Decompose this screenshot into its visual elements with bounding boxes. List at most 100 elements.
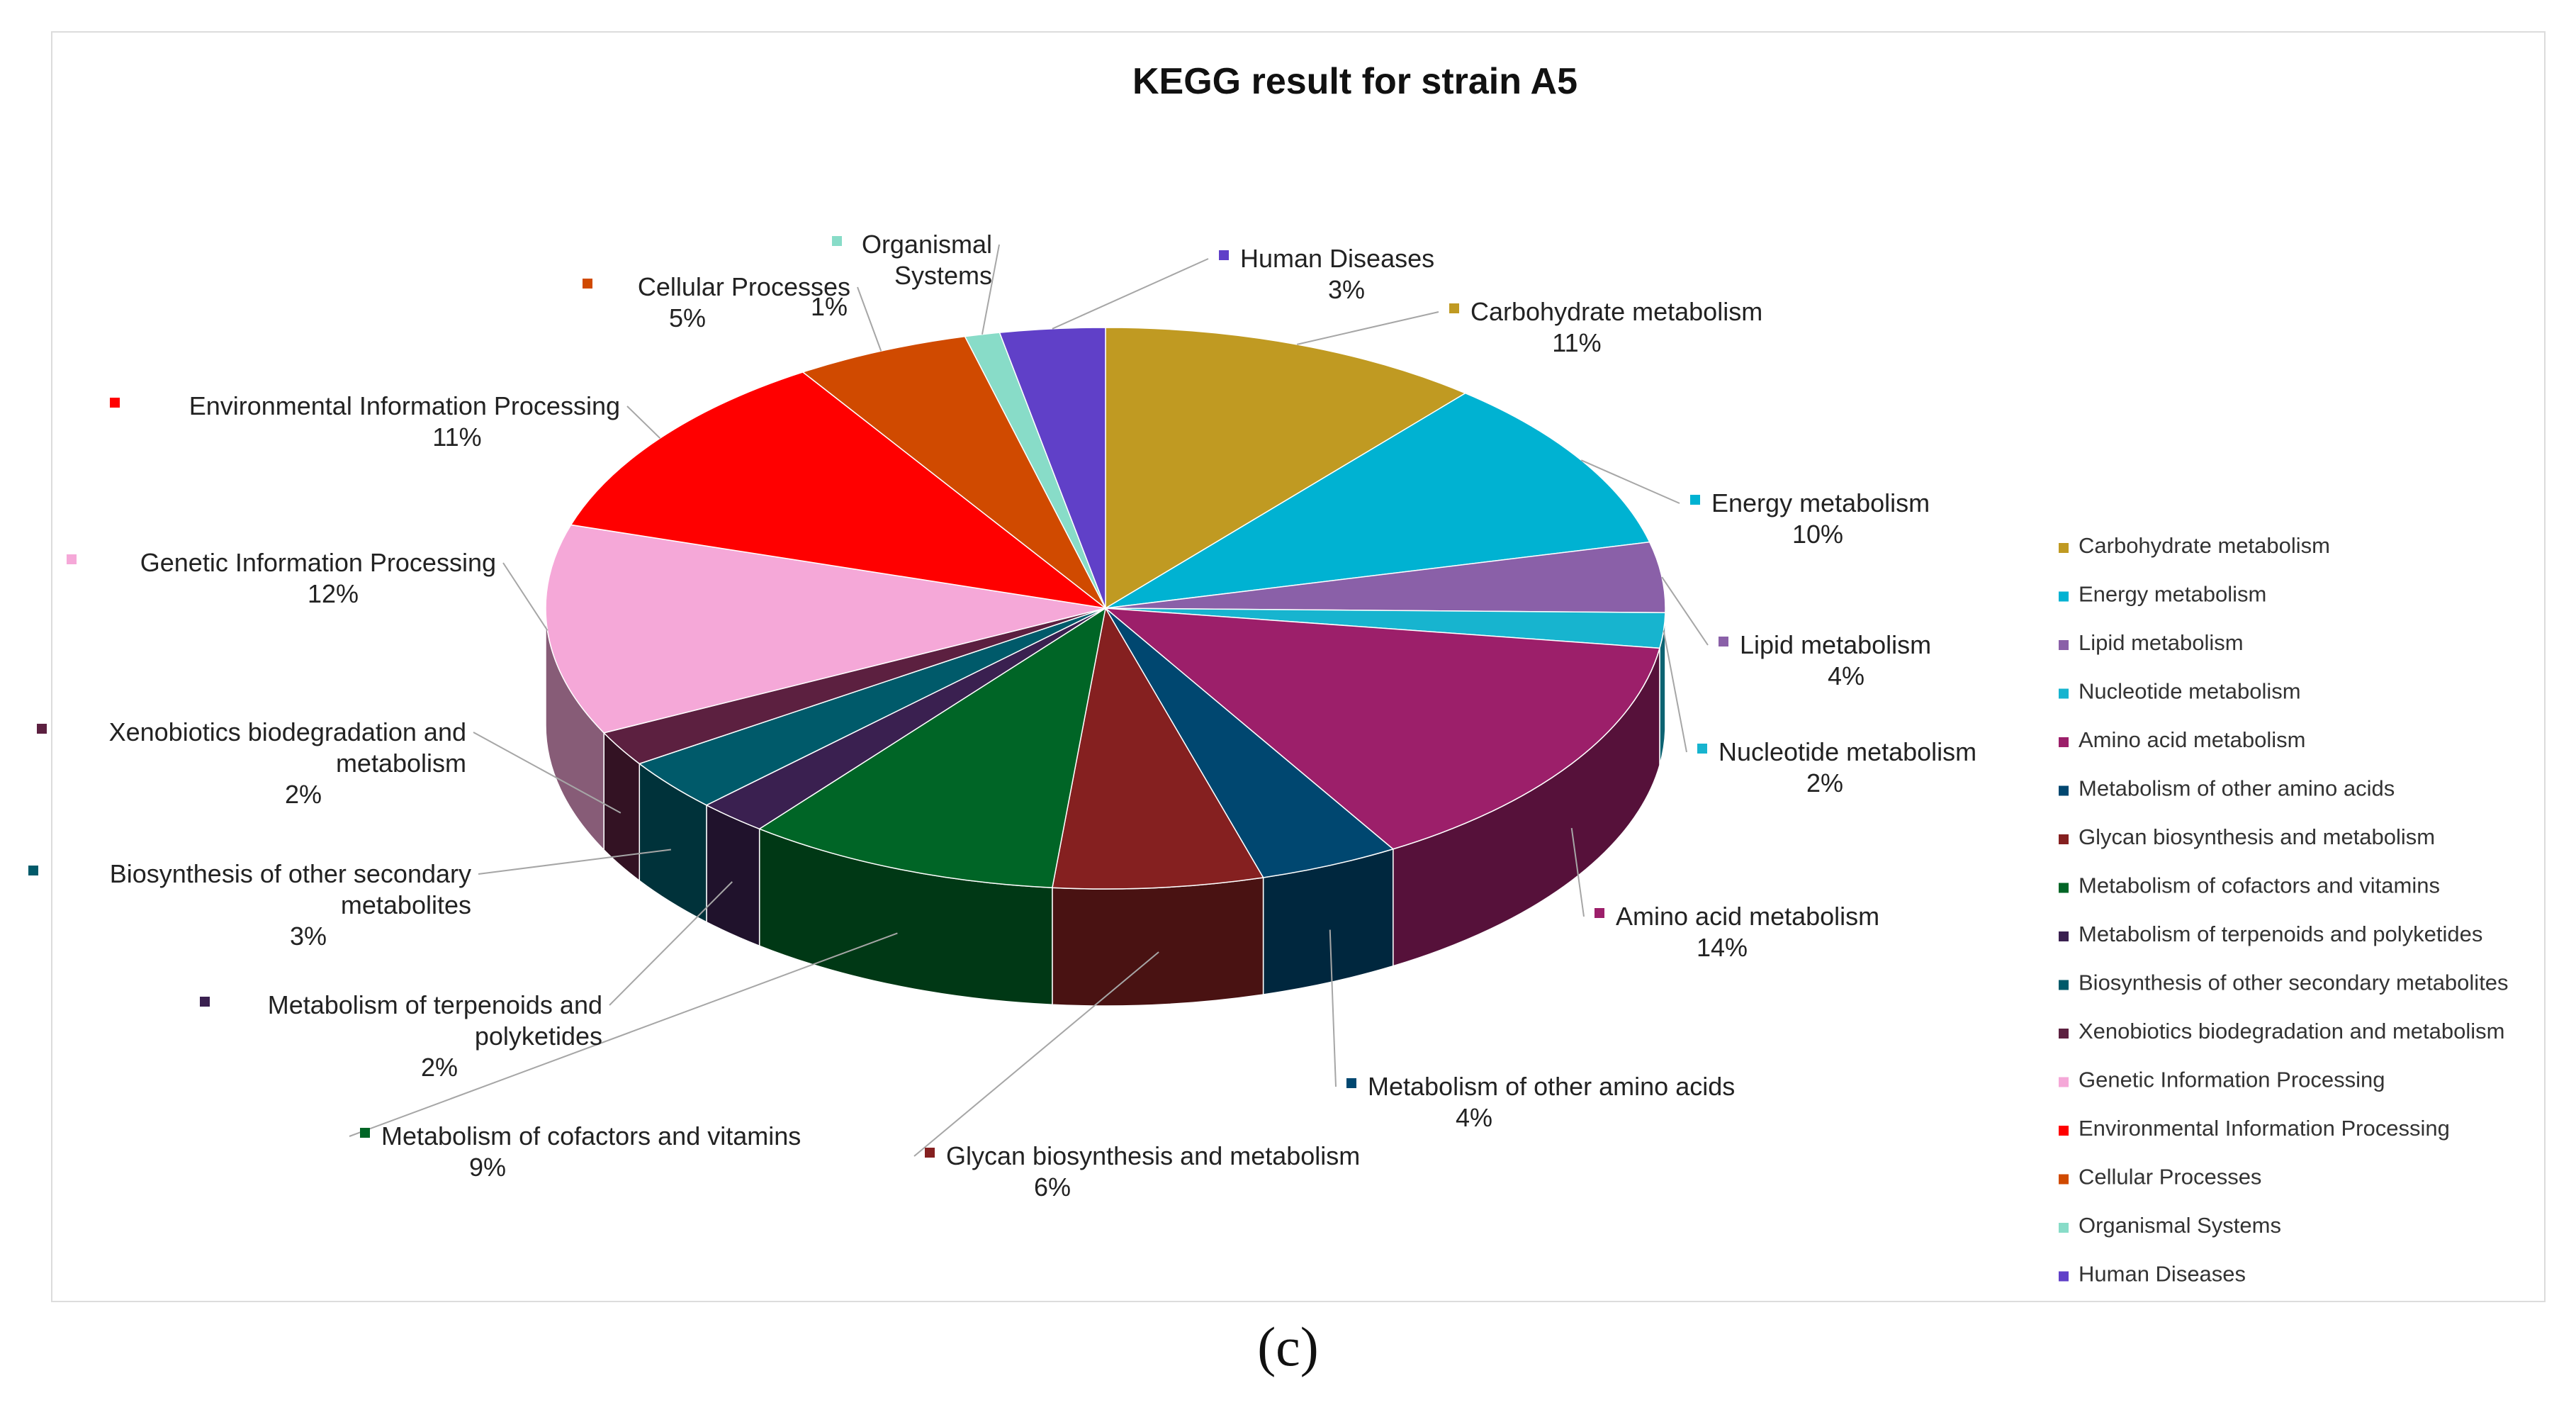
data-label-marker [200,997,210,1007]
data-label-percent: 2% [421,1053,458,1082]
pie-slice-human-diseases [999,327,1106,609]
data-label-text: Organismal [862,230,992,259]
legend-swatch [2059,834,2069,844]
legend-label: Glycan biosynthesis and metabolism [2079,824,2435,849]
data-label-text: Amino acid metabolism [1616,902,1879,931]
pie-slice-energy-metabolism [1105,392,1650,609]
data-label-marker [1697,744,1707,754]
pie-side-glycan-biosynthesis-and-metabolism [1052,877,1264,1007]
legend-label: Nucleotide metabolism [2079,679,2301,704]
legend-item-metabolism-of-cofactors-and-vitamins: Metabolism of cofactors and vitamins [2059,873,2440,898]
legend-item-glycan-biosynthesis-and-metabolism: Glycan biosynthesis and metabolism [2059,824,2435,849]
legend-item-metabolism-of-other-amino-acids: Metabolism of other amino acids [2059,776,2395,801]
leader-line-metabolism-of-cofactors-and-vitamins [349,932,898,1137]
data-label-marker [37,724,47,734]
pie-slice-glycan-biosynthesis-and-metabolism [1052,606,1264,890]
data-label-text: Nucleotide metabolism [1719,737,1976,766]
legend-swatch [2059,1223,2069,1233]
data-label-marker [925,1148,935,1158]
leader-line-cellular-processes [857,286,882,352]
legend-swatch [2059,785,2069,796]
data-label-text: Carbohydrate metabolism [1470,297,1762,326]
pie-top [545,327,1666,890]
data-label-biosynthesis-of-other-secondary-metabolites: Biosynthesis of other secondarymetabolit… [28,859,471,951]
legend-item-human-diseases: Human Diseases [2059,1262,2246,1287]
data-label-text: Biosynthesis of other secondary [110,859,471,888]
leader-lines [349,244,1709,1157]
data-label-marker [28,866,38,875]
pie-slice-cellular-processes [802,335,1106,609]
leader-line-environmental-information-processing [626,405,661,439]
leader-line-carbohydrate-metabolism [1296,311,1439,345]
leader-line-energy-metabolism [1580,459,1680,504]
pie-slice-carbohydrate-metabolism [1105,327,1467,610]
leader-line-human-diseases [1052,258,1209,330]
leader-line-amino-acid-metabolism [1570,827,1585,917]
legend-label: Amino acid metabolism [2079,727,2305,752]
pie-slice-lipid-metabolism [1105,541,1666,614]
legend-swatch [2059,931,2069,941]
legend-swatch [2059,543,2069,553]
data-label-percent: 9% [469,1153,506,1182]
leader-line-biosynthesis-of-other-secondary-metabolites [478,849,671,875]
data-label-percent: 6% [1034,1172,1071,1202]
data-label-percent: 10% [1792,520,1843,549]
data-label-text: Xenobiotics biodegradation and [109,717,466,746]
data-label-marker [1690,495,1700,505]
legend-item-biosynthesis-of-other-secondary-metabolites: Biosynthesis of other secondary metaboli… [2059,970,2509,995]
legend-label: Organismal Systems [2079,1213,2281,1238]
pie-slice-metabolism-of-cofactors-and-vitamins [758,607,1107,888]
legend-swatch [2059,1271,2069,1282]
data-label-percent: 3% [1328,275,1365,304]
legend-swatch [2059,688,2069,699]
data-label-text: Environmental Information Processing [189,391,620,420]
legend-swatch [2059,883,2069,893]
data-label-marker [1219,250,1229,260]
data-label-percent: 12% [308,579,359,608]
data-label-percent: 5% [669,303,706,332]
legend-item-nucleotide-metabolism: Nucleotide metabolism [2059,679,2301,704]
leader-line-xenobiotics-biodegradation-and-metabolism [473,732,621,814]
data-label-percent: 2% [285,780,322,809]
legend-label: Cellular Processes [2079,1165,2261,1190]
legend-label: Human Diseases [2079,1262,2246,1287]
data-label-percent: 11% [432,422,481,452]
legend-item-xenobiotics-biodegradation-and-metabolism: Xenobiotics biodegradation and metabolis… [2059,1019,2504,1043]
leader-line-metabolism-of-terpenoids-and-polyketides [609,881,733,1006]
data-label-text: Glycan biosynthesis and metabolism [946,1141,1360,1170]
data-label-text: Genetic Information Processing [140,548,496,577]
legend-label: Genetic Information Processing [2079,1068,2385,1092]
legend-item-energy-metabolism: Energy metabolism [2059,582,2266,607]
data-label-percent: 3% [290,922,327,951]
data-label-percent: 1% [811,292,848,321]
legend-swatch [2059,1126,2069,1136]
leader-line-organismal-systems [981,244,1000,335]
legend-item-cellular-processes: Cellular Processes [2059,1165,2261,1190]
legend-swatch [2059,1077,2069,1087]
legend-item-lipid-metabolism: Lipid metabolism [2059,630,2244,655]
data-label-marker [1719,637,1728,646]
legend-item-metabolism-of-terpenoids-and-polyketides: Metabolism of terpenoids and polyketides [2059,922,2482,946]
data-label-marker [1449,303,1459,313]
data-label-text: metabolism [336,749,466,778]
data-label-percent: 14% [1697,933,1748,962]
legend-label: Environmental Information Processing [2079,1116,2450,1141]
legend-label: Xenobiotics biodegradation and metabolis… [2079,1019,2504,1043]
legend-item-organismal-systems: Organismal Systems [2059,1213,2281,1238]
pie-slice-amino-acid-metabolism [1103,608,1660,850]
data-label-text: metabolites [341,890,471,919]
data-label-percent: 11% [1552,328,1601,357]
data-label-text: Human Diseases [1240,244,1434,273]
